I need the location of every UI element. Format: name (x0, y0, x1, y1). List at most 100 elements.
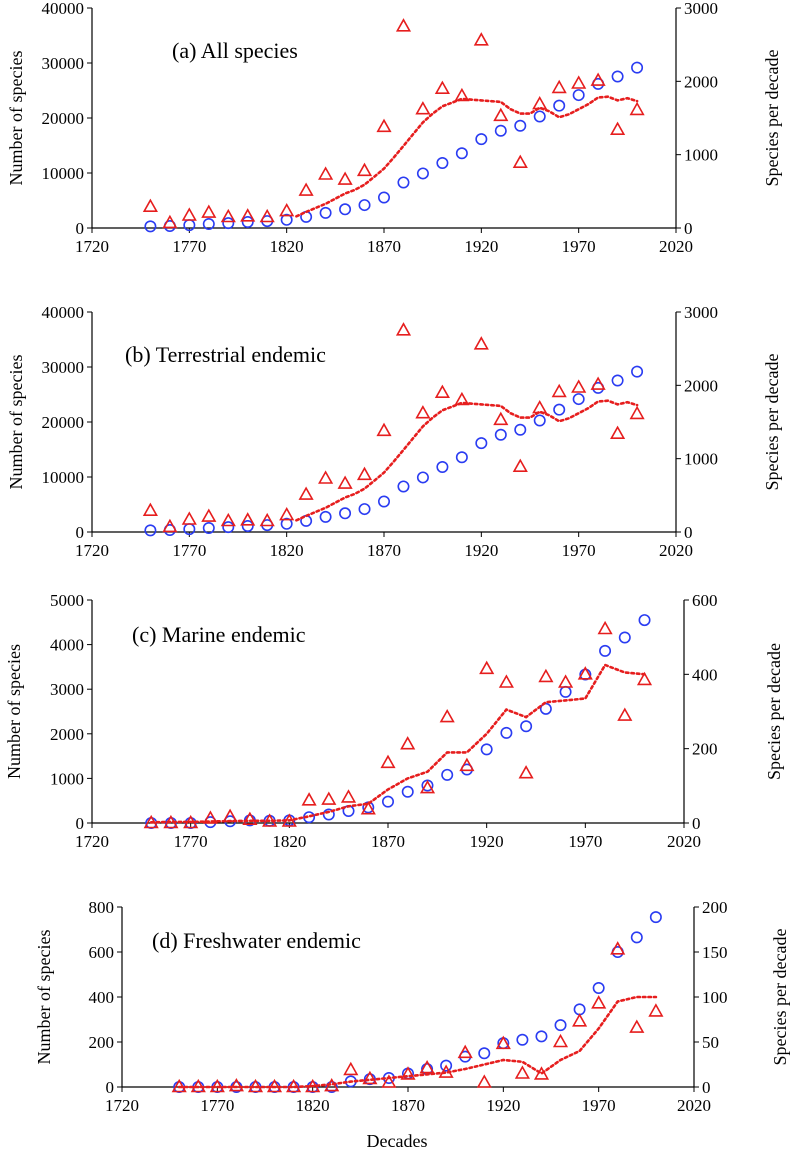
y-tick-label-left: 10000 (42, 164, 85, 183)
per-decade-point (181, 511, 197, 525)
x-tick-label: 1870 (371, 832, 405, 851)
per-decade-point (395, 322, 412, 336)
per-decade-point (381, 1074, 397, 1088)
cumulative-point (630, 931, 643, 944)
y-tick-label-left: 5000 (50, 591, 84, 610)
y-tick-label-right: 0 (692, 814, 701, 833)
per-decade-point (321, 791, 337, 805)
y-tick-label-right: 3000 (684, 0, 718, 18)
x-tick-label: 2020 (677, 1096, 711, 1115)
per-decade-point (240, 512, 256, 526)
cumulative-point (144, 220, 157, 233)
per-decade-point (495, 1035, 511, 1050)
per-decade-point (340, 789, 357, 803)
chart-panel-1: 1720 1770 1820 1870 1920 1970 2020010000200003… (6, 0, 782, 256)
x-tick-label: 1920 (464, 541, 498, 560)
y-tick-label-left: 800 (89, 898, 115, 917)
cumulative-point (358, 199, 371, 212)
y-tick-label-right: 200 (692, 740, 718, 759)
cumulative-point (397, 176, 410, 189)
per-decade-point (636, 671, 653, 686)
y-tick-label-left: 200 (89, 1033, 115, 1052)
per-decade-point (360, 801, 376, 815)
per-decade-point (629, 1019, 645, 1033)
per-decade-point (337, 171, 353, 185)
x-tick-label: 1870 (391, 1096, 425, 1115)
per-decade-point (577, 666, 593, 680)
cumulative-point (436, 156, 449, 169)
x-tick-label: 1920 (464, 237, 498, 256)
cumulative-point (241, 216, 254, 229)
y-tick-label-right: 3000 (684, 303, 718, 322)
x-tick-label: 1820 (296, 1096, 330, 1115)
per-decade-point (419, 1059, 435, 1074)
y-tick-label-left: 10000 (42, 468, 85, 487)
cumulative-point (500, 726, 513, 739)
per-decade-point (610, 425, 626, 440)
per-decade-point (220, 512, 236, 527)
per-decade-point (473, 336, 489, 350)
y-axis-title-left: Number of species (6, 51, 26, 186)
cumulative-point (416, 167, 429, 180)
x-tick-label: 2020 (659, 541, 693, 560)
per-decade-point (571, 379, 587, 393)
per-decade-point (532, 399, 548, 414)
y-axis-title-left: Number of species (6, 355, 26, 490)
y-tick-label-left: 0 (76, 219, 85, 238)
x-tick-label: 1970 (568, 832, 602, 851)
per-decade-point (201, 204, 217, 218)
y-axis-title-right: Species per decade (764, 643, 784, 780)
cumulative-point (202, 521, 215, 534)
per-decade-point (337, 475, 353, 489)
per-decade-point (479, 660, 495, 675)
y-tick-label-left: 400 (89, 988, 115, 1007)
per-decade-point (629, 101, 645, 116)
per-decade-point (457, 1044, 473, 1059)
per-decade-point (518, 765, 534, 779)
per-decade-point (533, 1066, 550, 1080)
per-decade-point (343, 1061, 359, 1076)
trend-line (177, 995, 658, 1089)
cumulative-point (535, 1030, 548, 1043)
per-decade-point (610, 121, 626, 135)
per-decade-point (298, 486, 314, 500)
per-decade-point (162, 214, 178, 229)
per-decade-point (551, 79, 567, 94)
x-tick-label: 1720 (105, 1096, 139, 1115)
per-decade-point (380, 754, 396, 769)
y-tick-label-left: 2000 (50, 725, 84, 744)
per-decade-point (356, 162, 373, 177)
per-decade-point (400, 1066, 416, 1080)
y-axis-title-left: Number of species (4, 644, 24, 779)
per-decade-point (493, 411, 509, 426)
x-tick-label: 1720 (75, 541, 109, 560)
y-tick-label-left: 40000 (42, 0, 85, 18)
cumulative-point (325, 1081, 338, 1094)
y-tick-label-right: 50 (702, 1033, 719, 1052)
cumulative-point (339, 203, 352, 216)
cumulative-point (478, 1047, 491, 1060)
cumulative-point (514, 423, 527, 436)
y-axis-title-right: Species per decade (762, 50, 782, 187)
per-decade-point (376, 422, 392, 437)
per-decade-point (220, 208, 236, 223)
cumulative-point (475, 133, 488, 146)
panel-title: (b) Terrestrial endemic (125, 342, 326, 367)
x-tick-label: 1770 (172, 237, 206, 256)
y-tick-label-right: 2000 (684, 376, 718, 395)
cumulative-point (611, 374, 624, 387)
y-tick-label-right: 0 (684, 219, 693, 238)
x-tick-label: 1770 (172, 541, 206, 560)
x-tick-label: 1920 (470, 832, 504, 851)
per-decade-point (142, 198, 158, 212)
y-axis-title-right: Species per decade (770, 929, 790, 1066)
chart-panel-3: 1720 1770 1820 1870 1920 1970 2020010002000300… (4, 591, 784, 851)
y-tick-label-left: 1000 (50, 769, 84, 788)
cumulative-point (494, 124, 507, 137)
y-tick-label-left: 3000 (50, 680, 84, 699)
cumulative-point (533, 110, 546, 123)
per-decade-point (454, 87, 470, 102)
y-tick-label-right: 100 (702, 988, 728, 1007)
cumulative-point (339, 507, 352, 520)
